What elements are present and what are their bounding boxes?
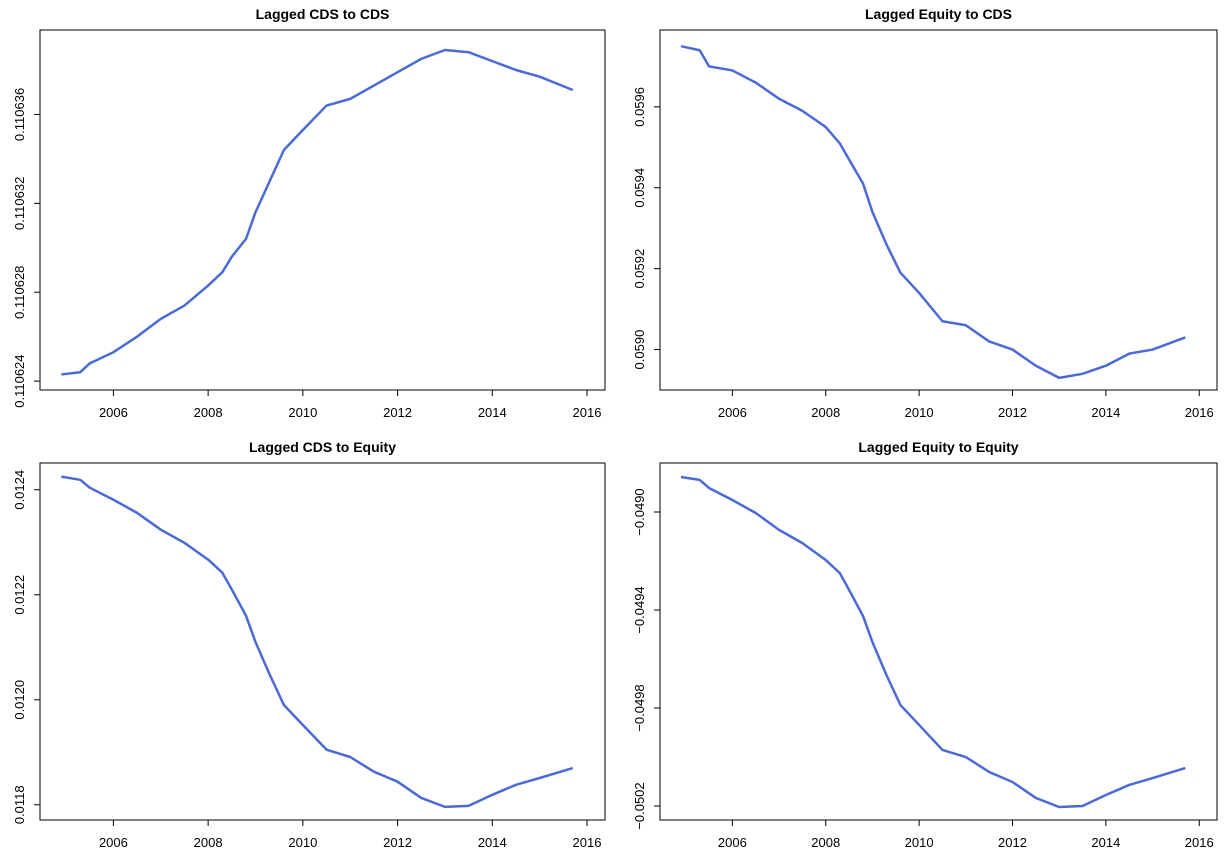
x-tick-label: 2016 — [1185, 835, 1214, 850]
x-tick-label: 2006 — [99, 835, 128, 850]
y-tick-label: 0.0590 — [632, 330, 647, 370]
x-tick-label: 2010 — [905, 405, 934, 420]
data-line — [61, 475, 574, 809]
x-tick-label: 2014 — [1091, 405, 1120, 420]
data-line — [680, 475, 1186, 809]
y-tick-label: −0.0502 — [632, 782, 647, 829]
x-tick-label: 2010 — [288, 835, 317, 850]
y-tick-label: −0.0498 — [632, 684, 647, 731]
y-tick-label: −0.0494 — [632, 586, 647, 633]
x-tick-label: 2016 — [573, 835, 602, 850]
x-tick-label: 2006 — [99, 405, 128, 420]
plot-frame — [39, 29, 606, 391]
x-tick-label: 2012 — [998, 405, 1027, 420]
y-tick-label: 0.0122 — [12, 575, 27, 615]
x-tick-label: 2006 — [718, 835, 747, 850]
y-tick-label: 0.110628 — [12, 266, 27, 319]
x-tick-label: 2016 — [1185, 405, 1214, 420]
x-tick-label: 2014 — [478, 405, 507, 420]
x-tick-label: 2014 — [1091, 835, 1120, 850]
y-tick-label: 0.110636 — [12, 88, 27, 141]
y-tick-label: 0.0118 — [12, 785, 27, 824]
panel-title: Lagged CDS to Equity — [249, 439, 396, 455]
panel-title: Lagged Equity to Equity — [858, 439, 1018, 455]
x-tick-label: 2014 — [478, 835, 507, 850]
x-tick-label: 2016 — [573, 405, 602, 420]
y-tick-label: −0.0490 — [632, 488, 647, 535]
y-tick-label: 0.110632 — [12, 177, 27, 230]
plot-frame — [39, 462, 606, 821]
x-tick-label: 2008 — [194, 835, 223, 850]
x-tick-label: 2010 — [288, 405, 317, 420]
x-tick-label: 2008 — [811, 405, 840, 420]
y-tick-label: 0.110624 — [12, 354, 27, 407]
y-tick-label: 0.0594 — [632, 168, 647, 208]
x-tick-label: 2012 — [383, 835, 412, 850]
y-tick-label: 0.0120 — [12, 680, 27, 720]
y-tick-label: 0.0124 — [12, 470, 27, 510]
plot-frame — [659, 462, 1218, 821]
x-tick-label: 2010 — [905, 835, 934, 850]
y-tick-label: 0.0592 — [632, 249, 647, 289]
x-tick-label: 2012 — [998, 835, 1027, 850]
x-tick-label: 2012 — [383, 405, 412, 420]
panel-title: Lagged CDS to CDS — [256, 6, 390, 22]
plot-frame — [659, 29, 1218, 391]
x-tick-label: 2008 — [194, 405, 223, 420]
data-line — [680, 44, 1186, 380]
panel-title: Lagged Equity to CDS — [865, 6, 1012, 22]
x-tick-label: 2008 — [811, 835, 840, 850]
y-tick-label: 0.0596 — [632, 87, 647, 127]
x-tick-label: 2006 — [718, 405, 747, 420]
data-line — [61, 48, 574, 376]
